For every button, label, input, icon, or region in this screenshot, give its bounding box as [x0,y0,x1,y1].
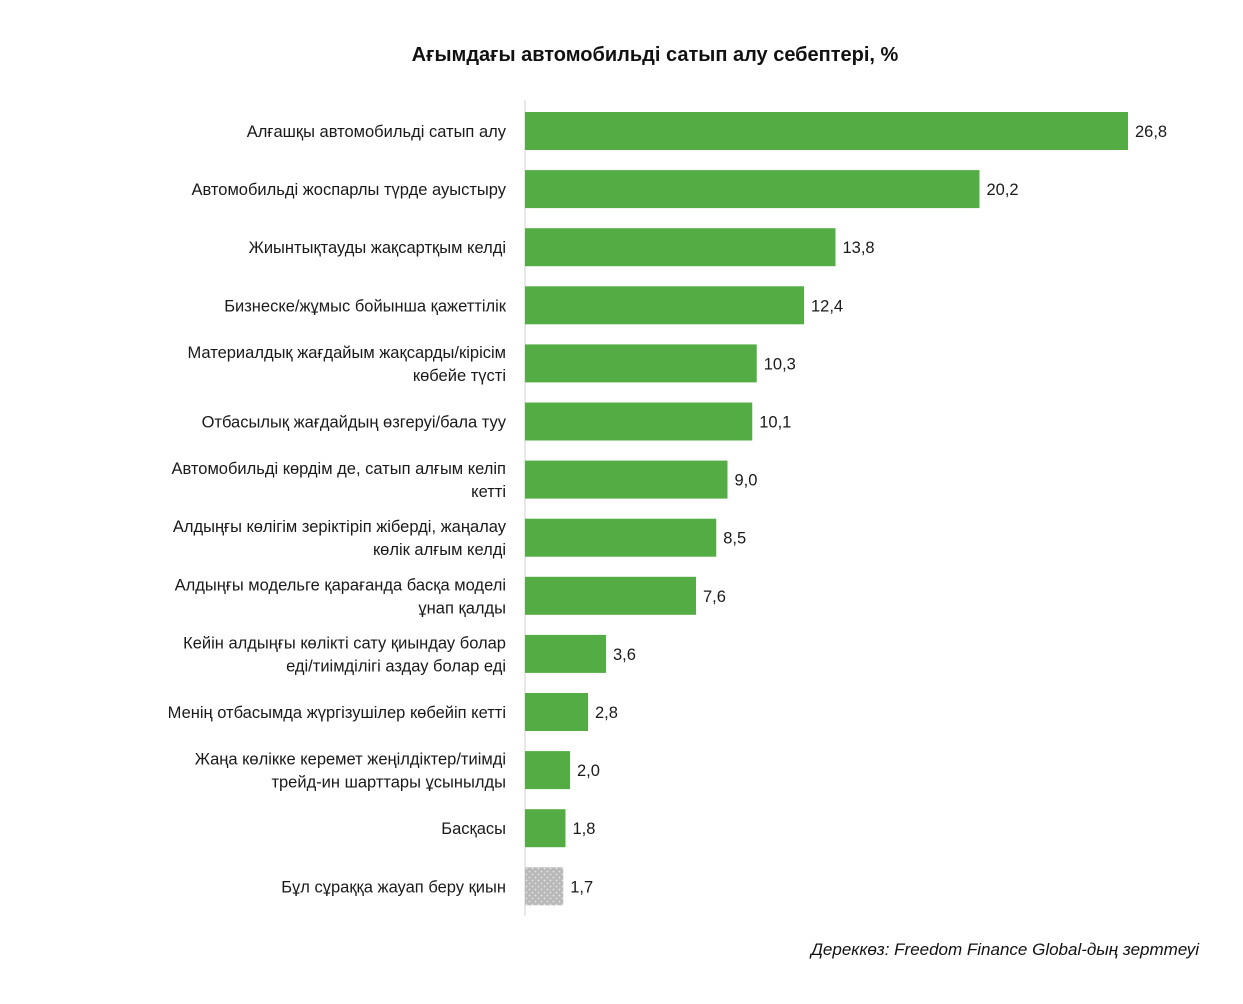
value-label: 10,1 [759,414,791,432]
source-note: Дереккөз: Freedom Finance Global-дың зер… [810,940,1199,959]
bar [525,228,836,267]
category-label: Басқасы [441,820,506,838]
bar-group: 1,8 Басқасы [441,809,596,848]
chart-title: Ағымдағы автомобильді сатып алу себептер… [411,44,899,66]
value-label: 20,2 [987,181,1019,199]
value-label: 2,0 [577,762,600,780]
bar [525,867,564,906]
value-label: 1,7 [570,878,593,896]
category-label: Материалдық жағдайым жақсарды/кірісім [187,344,506,362]
category-label: Кейін алдыңғы көлікті сату қиындау болар [183,634,506,652]
category-label: Автомобильді жоспарлы түрде ауыстыру [191,181,506,199]
bar [525,809,566,848]
category-label: Алдыңғы көлігім зеріктіріп жіберді, жаңа… [173,518,507,536]
bar [525,693,588,731]
value-label: 8,5 [723,530,746,548]
value-label: 26,8 [1135,123,1167,141]
bar [525,286,804,325]
category-label: еді/тиімділігі аздау болар еді [286,657,506,675]
bar-group: 9,0 Автомобильді көрдім де, сатып алғым к… [171,460,757,501]
category-label: Отбасылық жағдайдың өзгеруі/бала туу [202,414,507,432]
category-label: көлік алғым келді [373,541,506,559]
bar-group: 20,2 Автомобильді жоспарлы түрде ауыстыру [191,170,1019,209]
bar-group: 8,5 Алдыңғы көлігім зеріктіріп жіберді, ж… [173,518,746,559]
bar [525,170,980,209]
bar [525,518,717,557]
value-label: 7,6 [703,588,726,606]
bar [525,460,728,499]
bar [525,402,753,441]
category-label: Жаңа көлікке керемет жеңілдіктер/тиімді [195,751,506,769]
category-label: Жиынтықтауды жақсартқым келді [249,239,506,257]
value-label: 2,8 [595,704,618,722]
category-label: көбейе түсті [413,367,506,385]
value-label: 9,0 [735,472,758,490]
category-label: Алдыңғы модельге қарағанда басқа моделі [175,576,506,594]
bar-group: 13,8 Жиынтықтауды жақсартқым келді [249,228,875,267]
category-label: Менің отбасымда жүргізушілер көбейіп кет… [168,704,506,722]
bar-group: 2,8 Менің отбасымда жүргізушілер көбейіп … [168,693,618,731]
bar-group: 2,0 Жаңа көлікке керемет жеңілдіктер/тиім… [195,751,600,792]
bar [525,576,696,615]
bar-group: 12,4 Бизнеске/жұмыс бойынша қажеттілік [224,286,843,325]
bar-group: 7,6 Алдыңғы модельге қарағанда басқа моде… [175,576,726,617]
bar-group: 3,6 Кейін алдыңғы көлікті сату қиындау бо… [183,634,636,675]
bar [525,344,757,383]
category-label: Бизнеске/жұмыс бойынша қажеттілік [224,297,507,315]
value-label: 13,8 [843,239,875,257]
bar-group: 26,8 Алғашқы автомобильді сатып алу [247,112,1167,150]
value-label: 10,3 [764,355,796,373]
bar [525,751,570,790]
bar-group: 10,1 Отбасылық жағдайдың өзгеруі/бала туу [202,402,791,441]
value-label: 3,6 [613,646,636,664]
bar-group: 10,3 Материалдық жағдайым жақсарды/кірісі… [187,344,795,385]
bar [525,112,1128,150]
category-label: трейд-ин шарттары ұсынылды [271,774,506,792]
value-label: 1,8 [573,820,596,838]
category-label: Алғашқы автомобильді сатып алу [247,123,507,141]
category-label: Бұл сұраққа жауап беру қиын [281,878,506,896]
category-label: кетті [471,483,506,501]
bar [525,634,606,673]
category-label: Автомобильді көрдім де, сатып алғым келі… [171,460,506,478]
bar-group: 1,7 Бұл сұраққа жауап беру қиын [281,867,593,906]
value-label: 12,4 [811,297,843,315]
category-label: ұнап қалды [418,599,506,617]
